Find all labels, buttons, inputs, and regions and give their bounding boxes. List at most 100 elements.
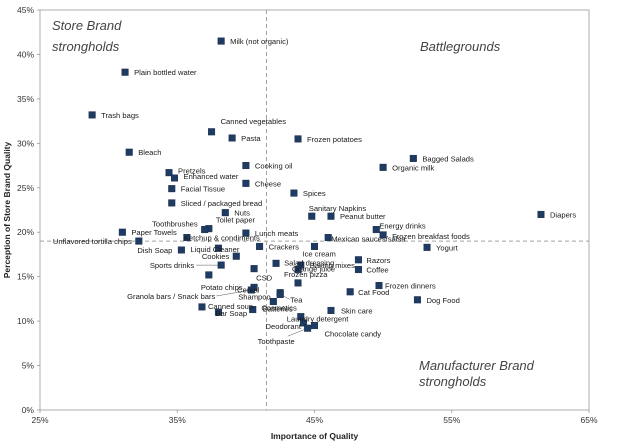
marker-cosmetics <box>269 298 277 306</box>
quadrant-label-store-brand-line1: Store Brand <box>52 18 122 33</box>
marker-salad-dressing <box>272 259 280 267</box>
label-bagged-salads: Bagged Salads <box>422 154 474 163</box>
label-canned-vegetables: Canned vegetables <box>221 117 287 126</box>
label-paper-towels: Paper Towels <box>131 228 177 237</box>
marker-enhanced-water <box>171 174 179 182</box>
label-dish-soap: Dish Soap <box>137 246 172 255</box>
label-cheese: Cheese <box>255 179 281 188</box>
x-tick-label: 35% <box>169 415 186 425</box>
marker-deodorant <box>300 319 308 327</box>
label-sanitary-napkins: Sanitary Napkins <box>309 204 367 213</box>
label-ice-cream: Ice cream <box>303 249 336 258</box>
marker-orange-juice <box>294 266 302 274</box>
label-peanut-butter: Peanut butter <box>340 212 386 221</box>
y-tick-label: 5% <box>22 361 35 371</box>
label-cosmetics: Cosmetics <box>261 304 297 313</box>
label-crackers: Crackers <box>269 242 300 251</box>
marker-plain-bottled-water <box>121 68 129 76</box>
label-enhanced-water: Enhanced water <box>184 172 239 181</box>
label-plain-bottled-water: Plain bottled water <box>134 68 197 77</box>
marker-lunch-meats <box>242 229 250 237</box>
label-milk-not-organic: Milk (not organic) <box>230 37 289 46</box>
label-spices: Spices <box>303 189 326 198</box>
x-tick-label: 45% <box>306 415 323 425</box>
x-tick-label: 65% <box>580 415 597 425</box>
marker-pasta <box>228 134 236 142</box>
label-yogurt: Yogurt <box>436 243 459 252</box>
label-sports-drinks: Sports drinks <box>150 261 195 270</box>
marker-ice-cream <box>311 242 319 250</box>
label-bar-soap: Bar Soap <box>215 309 247 318</box>
y-tick-label: 40% <box>17 49 34 59</box>
marker-bagged-salads <box>409 154 417 162</box>
label-trash-bags: Trash bags <box>101 111 139 120</box>
label-diapers: Diapers <box>550 210 576 219</box>
marker-bleach <box>125 148 133 156</box>
marker-chocolate-candy <box>311 322 319 330</box>
marker-nuts <box>221 209 229 217</box>
marker-cooking-oil <box>242 162 250 170</box>
marker-facial-tissue <box>168 185 176 193</box>
label-toilet-paper: Toilet paper <box>216 216 256 225</box>
marker-cat-food <box>346 288 354 296</box>
label-nuts: Nuts <box>234 209 250 218</box>
marker-batteries <box>249 306 257 314</box>
label-frozen-pizza: Frozen pizza <box>284 270 328 279</box>
marker-frozen-pizza <box>294 279 302 287</box>
label-bleach: Bleach <box>138 148 161 157</box>
label-organic-milk: Organic milk <box>392 163 434 172</box>
label-granola-bars-snack-bars: Granola bars / Snack bars <box>127 292 215 301</box>
label-coffee: Coffee <box>366 266 388 275</box>
marker-diapers <box>537 210 545 218</box>
marker-organic-milk <box>379 163 387 171</box>
y-tick-label: 30% <box>17 138 34 148</box>
y-tick-label: 35% <box>17 94 34 104</box>
label-toothpaste: Toothpaste <box>258 337 295 346</box>
label-mexican-sauces-salsa: Mexican sauces/salsa <box>331 235 406 244</box>
axes: 25% 35% 45% 55% 65% 0% 5% 10% 15% 20% 25% 30% 35% 40%… <box>17 5 598 425</box>
y-tick-label: 0% <box>22 405 35 415</box>
marker-dog-food <box>413 296 421 304</box>
label-pretzels: Pretzels <box>178 167 206 176</box>
label-batteries: Batteries <box>263 305 293 314</box>
quadrant-labels: Store Brand strongholds Battlegrounds Ma… <box>52 18 535 389</box>
marker-ketchup-condiments <box>183 234 191 242</box>
y-tick-label: 25% <box>17 183 34 193</box>
label-csd: CSD <box>256 274 273 283</box>
marker-coffee <box>354 266 362 274</box>
leader-granola-bars-snack-bars <box>216 289 252 297</box>
label-laundry-detergent: Laundry detergent <box>287 315 350 324</box>
label-tea: Tea <box>290 295 303 304</box>
marker-razors <box>354 256 362 264</box>
quadrant-label-store-brand-line2: strongholds <box>52 39 120 54</box>
marker-tea <box>276 290 284 298</box>
label-shampoo: Shampoo <box>238 293 271 302</box>
marker-sliced-packaged-bread <box>168 199 176 207</box>
marker-energy-drinks <box>372 226 380 234</box>
label-liquid-cleaner: Liquid Cleaner <box>190 245 239 254</box>
quadrant-label-manufacturer-line1: Manufacturer Brand <box>419 358 535 373</box>
marker-sports-drinks <box>217 261 225 269</box>
label-canned-soup: Canned soup <box>208 302 253 311</box>
marker-frozen-breakfast-foods <box>379 231 387 239</box>
marker-frozen-dinners <box>375 282 383 290</box>
label-frozen-potatoes: Frozen potatoes <box>307 135 362 144</box>
label-potato-chips: Potato chips <box>201 283 243 292</box>
label-orange-juice: Orange juice <box>292 265 335 274</box>
label-cooking-oil: Cooking oil <box>255 162 293 171</box>
marker-bar-soap <box>214 308 222 316</box>
marker-granola-bars-snack-bars <box>247 286 255 294</box>
y-axis-title: Perception of Store Brand Quality <box>2 141 12 278</box>
marker-crackers <box>256 242 264 250</box>
label-skin-care: Skin care <box>341 306 373 315</box>
label-facial-tissue: Facial Tissue <box>181 185 225 194</box>
marker-potato-chips <box>205 271 213 279</box>
marker-cheese <box>242 179 250 187</box>
marker-trash-bags <box>88 111 96 119</box>
marker-mexican-sauces-salsa <box>324 234 332 242</box>
y-tick-label: 20% <box>17 227 34 237</box>
quadrant-label-manufacturer-line2: strongholds <box>419 374 487 389</box>
label-cereal: Cereal <box>237 285 260 294</box>
x-axis-title: Importance of Quality <box>271 431 359 441</box>
marker-spices <box>290 189 298 197</box>
